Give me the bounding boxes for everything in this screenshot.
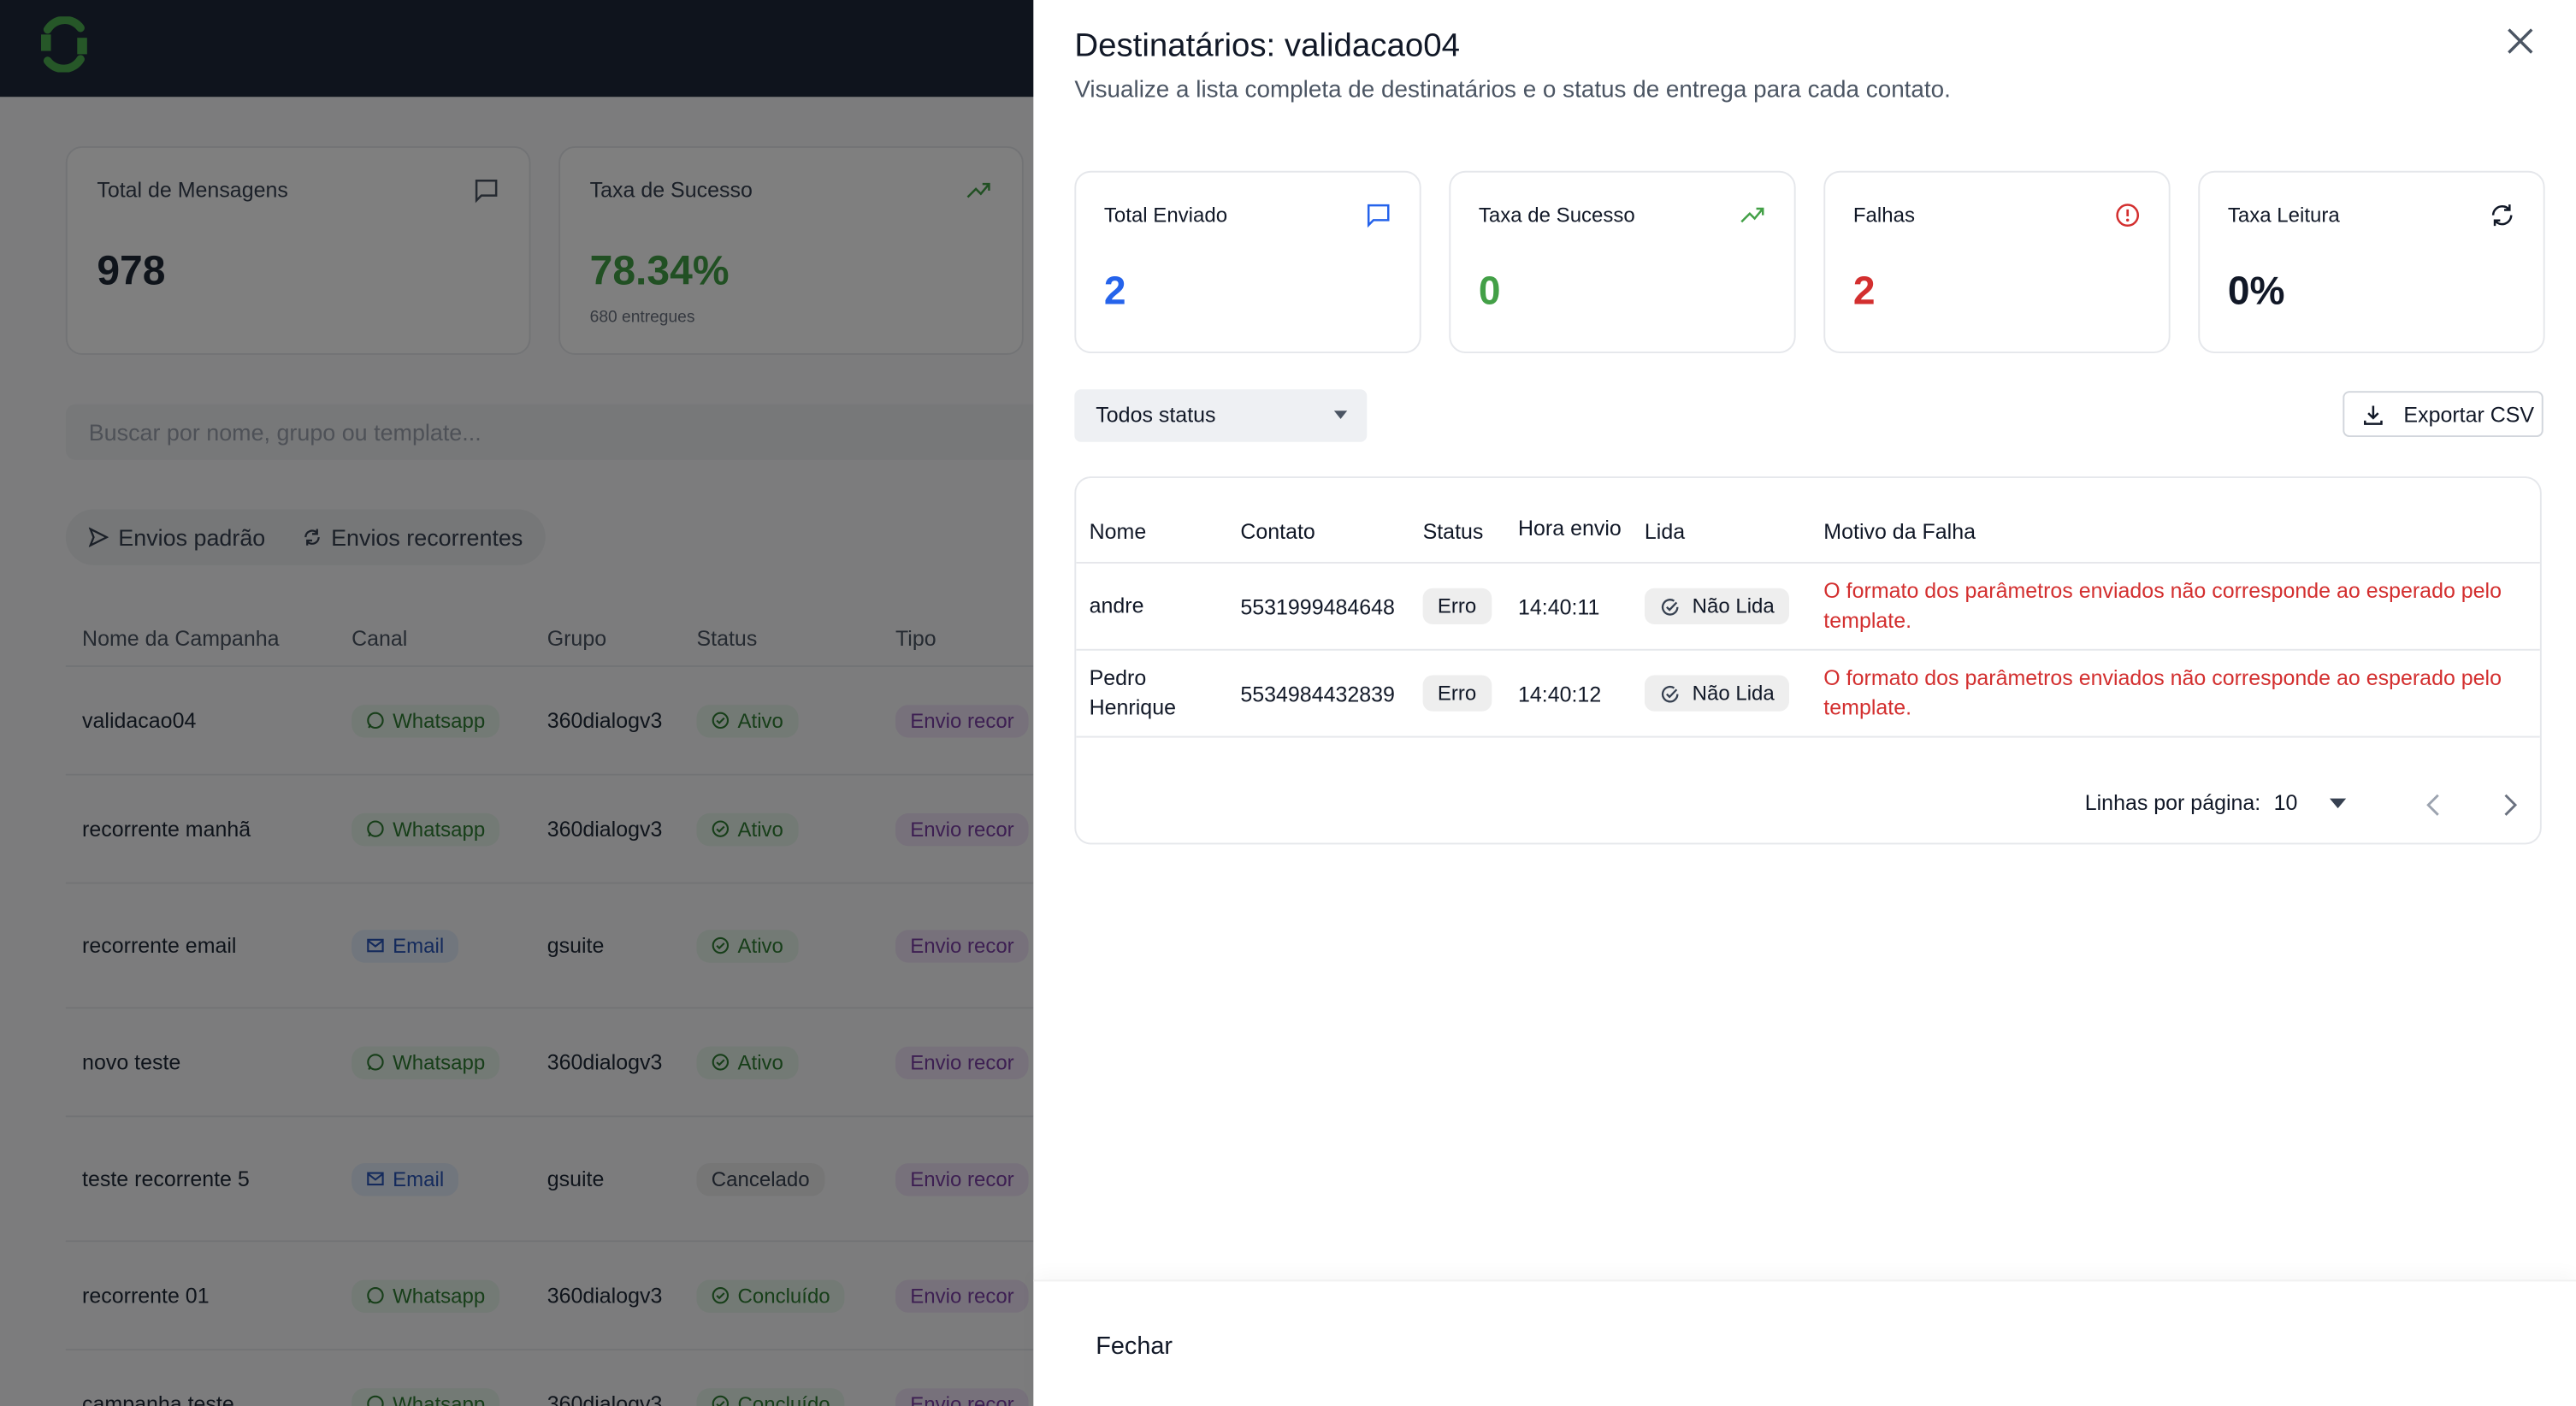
check-circle-icon xyxy=(1661,598,1679,615)
read-label: Não Lida xyxy=(1692,682,1775,706)
close-button[interactable]: Fechar xyxy=(1096,1332,1173,1361)
chevron-down-icon xyxy=(1333,411,1348,419)
pagination: Linhas por página: 10 xyxy=(2084,790,2348,815)
close-icon[interactable] xyxy=(2506,27,2536,56)
table-row[interactable]: Pedro Henrique 5534984432839 Erro 14:40:12 N… xyxy=(1076,651,2540,738)
download-icon xyxy=(2364,405,2383,424)
check-circle-icon xyxy=(1661,684,1679,702)
col-header-status: Status xyxy=(1422,519,1484,544)
status-badge: Erro xyxy=(1422,675,1492,712)
trending-up-icon xyxy=(1740,207,1764,223)
metric-card-success-rate: Taxa de Sucesso 0 xyxy=(1449,170,1796,354)
alert-circle-icon xyxy=(2116,204,2140,227)
col-header-time: Hora envio xyxy=(1518,516,1622,541)
send-time: 14:40:12 xyxy=(1518,681,1602,706)
col-header-reason: Motivo da Falha xyxy=(1823,519,1976,544)
status-badge: Erro xyxy=(1422,588,1492,624)
drawer-footer: Fechar xyxy=(1033,1279,2576,1406)
metric-label: Taxa de Sucesso xyxy=(1478,204,1635,227)
metric-value: 0 xyxy=(1478,269,1501,314)
refresh-icon xyxy=(2491,204,2513,227)
message-icon xyxy=(1367,204,1390,228)
metric-value: 2 xyxy=(1103,269,1126,314)
table-row[interactable]: andre 5531999484648 Erro 14:40:11 Não Lida O … xyxy=(1076,564,2540,651)
chevron-right-icon[interactable] xyxy=(2499,792,2522,818)
metric-card-failures: Falhas 2 xyxy=(1823,170,2171,354)
export-csv-button[interactable]: Exportar CSV xyxy=(2343,391,2544,437)
read-badge: Não Lida xyxy=(1644,675,1790,712)
failure-reason: O formato dos parâmetros enviados não co… xyxy=(1823,578,2502,633)
chevron-down-icon[interactable] xyxy=(2330,797,2348,808)
failure-reason: O formato dos parâmetros enviados não co… xyxy=(1823,665,2502,720)
drawer-title: Destinatários: validacao04 xyxy=(1074,27,1460,64)
col-header-read: Lida xyxy=(1644,519,1686,544)
metric-label: Taxa Leitura xyxy=(2227,204,2340,227)
metric-card-total-sent: Total Enviado 2 xyxy=(1074,170,1421,354)
rows-per-page-value[interactable]: 10 xyxy=(2273,790,2298,815)
read-badge: Não Lida xyxy=(1644,588,1790,624)
recipient-name: Pedro Henrique xyxy=(1089,665,1176,720)
metric-card-read-rate: Taxa Leitura 0% xyxy=(2198,170,2545,354)
recipients-drawer: Destinatários: validacao04 Visualize a l… xyxy=(1033,0,2576,1406)
metric-value: 2 xyxy=(1852,269,1876,314)
export-label: Exportar CSV xyxy=(2403,401,2535,427)
recipient-contact: 5534984432839 xyxy=(1240,681,1395,706)
col-header-contact: Contato xyxy=(1240,519,1315,544)
status-filter-select[interactable]: Todos status xyxy=(1074,389,1368,442)
send-time: 14:40:11 xyxy=(1518,594,1600,619)
rows-per-page-label: Linhas por página: xyxy=(2084,790,2261,815)
metric-label: Falhas xyxy=(1852,204,1915,227)
drawer-subtitle: Visualize a lista completa de destinatár… xyxy=(1074,77,1951,104)
recipient-contact: 5531999484648 xyxy=(1240,594,1395,619)
status-filter-value: Todos status xyxy=(1096,402,1216,428)
metric-value: 0% xyxy=(2227,269,2285,314)
col-header-name: Nome xyxy=(1089,519,1147,544)
read-label: Não Lida xyxy=(1692,594,1775,618)
chevron-left-icon[interactable] xyxy=(2422,792,2445,818)
recipient-name: andre xyxy=(1089,593,1144,618)
recipients-table: Nome Contato Status Hora envio Lida Moti… xyxy=(1074,476,2542,845)
table-header: Nome Contato Status Hora envio Lida Moti… xyxy=(1076,478,2540,564)
metric-label: Total Enviado xyxy=(1103,204,1228,227)
